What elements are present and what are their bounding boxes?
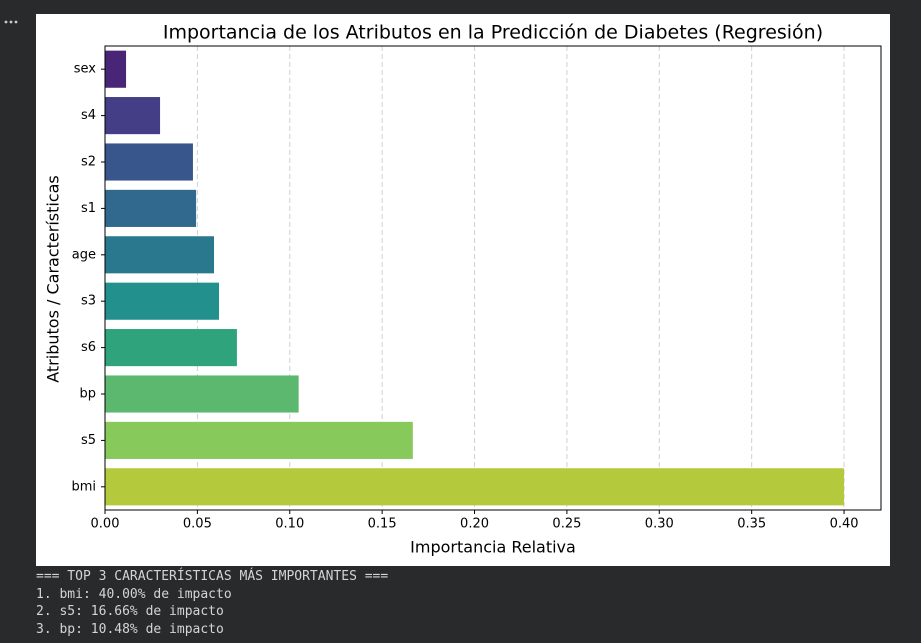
bar (105, 468, 845, 506)
output-line: 3. bp: 10.48% de impacto (36, 621, 224, 637)
y-tick-label: s4 (81, 108, 96, 123)
bar (105, 97, 161, 135)
bar (105, 329, 237, 367)
bar (105, 236, 215, 274)
cell-output: === TOP 3 CARACTERÍSTICAS MÁS IMPORTANTE… (36, 568, 388, 638)
y-axis-label: Atributos / Características (44, 175, 63, 383)
y-tick-label: s5 (81, 433, 96, 448)
y-tick-label: s6 (81, 340, 96, 355)
output-line: 2. s5: 16.66% de impacto (36, 604, 224, 619)
output-line: === TOP 3 CARACTERÍSTICAS MÁS IMPORTANTE… (36, 569, 389, 584)
menu-dot (14, 20, 18, 24)
menu-dot (9, 20, 13, 24)
y-tick-label: s2 (81, 155, 96, 170)
x-tick-label: 0.20 (460, 517, 489, 532)
y-tick-label: s1 (81, 201, 96, 216)
y-tick-label: s3 (81, 294, 96, 309)
bar (105, 282, 219, 320)
y-tick-label: sex (74, 62, 97, 77)
y-tick-label: age (72, 247, 96, 262)
x-tick-label: 0.35 (737, 517, 766, 532)
y-tick-label: bmi (71, 479, 96, 494)
x-axis-label: Importancia Relativa (410, 538, 576, 557)
bar (105, 421, 413, 459)
bar (105, 50, 127, 88)
bar (105, 375, 299, 413)
plot-frame (104, 45, 882, 511)
x-tick-label: 0.10 (275, 517, 304, 532)
x-tick-label: 0.00 (91, 517, 120, 532)
x-tick-label: 0.25 (552, 517, 581, 532)
bar (105, 143, 193, 181)
menu-dot (4, 20, 8, 24)
y-tick-label: bp (79, 387, 96, 402)
x-tick-label: 0.15 (368, 517, 397, 532)
chart: Importancia de los Atributos en la Predi… (4, 14, 890, 566)
output-line: 1. bmi: 40.00% de impacto (36, 586, 232, 602)
chart-title: Importancia de los Atributos en la Predi… (163, 22, 823, 44)
x-tick-label: 0.40 (830, 517, 859, 532)
bar (105, 189, 197, 227)
x-tick-label: 0.05 (183, 517, 212, 532)
x-tick-label: 0.30 (645, 517, 674, 532)
